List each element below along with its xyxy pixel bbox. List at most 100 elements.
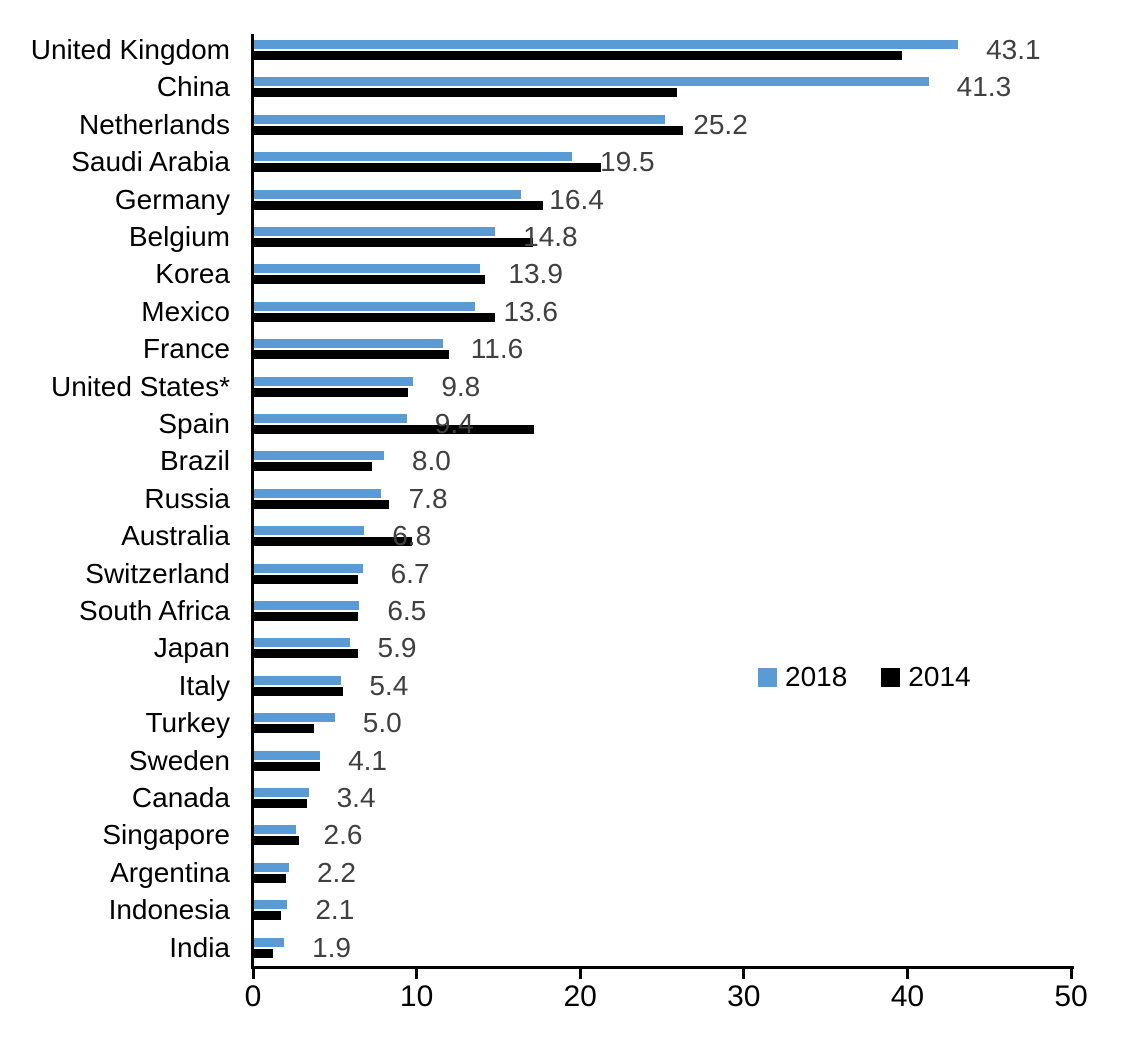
x-axis-tick-label: 10 xyxy=(399,980,434,1013)
category-label: Canada xyxy=(131,782,230,813)
value-label: 5.9 xyxy=(377,632,417,664)
x-axis-tick-label: 0 xyxy=(244,980,262,1013)
legend: 2018 2014 xyxy=(758,663,971,691)
bar-2014 xyxy=(253,574,358,584)
legend-swatch-2014 xyxy=(881,667,901,687)
category-label: Korea xyxy=(155,258,230,290)
bar-2014 xyxy=(253,425,535,434)
x-axis-tick xyxy=(578,969,582,979)
category-label: France xyxy=(142,333,230,365)
bar-2014 xyxy=(253,51,903,60)
x-axis-tick-label: 40 xyxy=(890,980,925,1013)
bar-2014 xyxy=(253,499,389,509)
value-label: 41.3 xyxy=(956,71,1012,103)
category-label: South Africa xyxy=(79,595,230,626)
bar-2014 xyxy=(253,649,358,659)
bar-2018 xyxy=(253,451,384,461)
bar-2014 xyxy=(253,462,373,472)
bar-2018 xyxy=(253,900,288,910)
legend-label-2014: 2014 xyxy=(908,661,971,692)
category-label: Russia xyxy=(144,482,230,514)
bar-2018 xyxy=(253,937,285,947)
y-axis-line xyxy=(251,34,254,969)
bar-2014 xyxy=(253,238,533,247)
legend-label-2018: 2018 xyxy=(785,661,848,692)
bar-2018 xyxy=(253,862,289,872)
bar-2018 xyxy=(253,601,360,610)
category-label: Indonesia xyxy=(108,894,230,926)
bar-2018 xyxy=(253,301,476,311)
category-label: Germany xyxy=(114,183,230,215)
value-label: 6.5 xyxy=(387,595,427,626)
bar-2014 xyxy=(253,761,321,771)
bar-2014 xyxy=(253,88,677,98)
x-axis-tick xyxy=(742,969,746,979)
bar-2014 xyxy=(253,612,358,621)
bar-2014 xyxy=(253,948,273,958)
bar-2018 xyxy=(253,189,522,199)
value-label: 13.6 xyxy=(503,295,558,327)
category-label: Brazil xyxy=(159,445,230,477)
value-label: 5.4 xyxy=(369,669,409,701)
category-label: Sweden xyxy=(128,744,230,776)
bar-2014 xyxy=(253,312,496,322)
bar-2018 xyxy=(253,114,666,124)
category-label: United States* xyxy=(51,370,230,402)
value-label: 5.0 xyxy=(362,707,402,739)
value-label: 9.4 xyxy=(434,408,474,439)
bar-2014 xyxy=(253,275,486,285)
bar-2018 xyxy=(253,376,414,386)
bar-2014 xyxy=(253,724,314,734)
bar-2018 xyxy=(253,825,296,835)
category-label: Spain xyxy=(158,408,230,439)
bar-2018 xyxy=(253,488,381,498)
bar-2014 xyxy=(253,537,412,547)
x-axis-tick xyxy=(905,969,909,979)
bar-2014 xyxy=(253,873,286,883)
bar-2018 xyxy=(253,713,335,723)
bar-2014 xyxy=(253,387,409,397)
category-label: Australia xyxy=(121,520,230,552)
x-axis-tick xyxy=(415,969,419,979)
bar-2018 xyxy=(253,788,309,797)
category-label: Japan xyxy=(153,632,230,664)
x-axis-tick xyxy=(251,969,255,979)
category-label: Mexico xyxy=(141,295,230,327)
bar-2018 xyxy=(253,638,350,648)
category-label: India xyxy=(169,931,230,963)
x-axis-tick-label: 30 xyxy=(727,980,761,1013)
value-label: 13.9 xyxy=(508,258,563,290)
x-axis-line xyxy=(251,966,1074,969)
value-label: 43.1 xyxy=(986,34,1041,65)
value-label: 2.6 xyxy=(323,819,363,851)
value-label: 7.8 xyxy=(408,482,448,514)
bar-2014 xyxy=(253,163,602,173)
value-label: 6.7 xyxy=(390,557,430,589)
x-axis-tick-label: 20 xyxy=(563,980,597,1013)
value-label: 16.4 xyxy=(549,183,604,215)
value-label: 19.5 xyxy=(600,146,655,178)
bar-2018 xyxy=(253,227,496,236)
bar-2014 xyxy=(253,200,543,210)
bar-2014 xyxy=(253,350,450,360)
x-axis-tick xyxy=(1069,969,1073,979)
value-label: 6.8 xyxy=(392,520,432,552)
bar-2018 xyxy=(253,675,342,685)
value-label: 3.4 xyxy=(336,782,376,813)
category-label: Netherlands xyxy=(79,108,230,140)
category-label: Singapore xyxy=(102,819,230,851)
value-label: 9.8 xyxy=(441,370,481,402)
bar-2018 xyxy=(253,77,929,87)
value-label: 14.8 xyxy=(523,221,578,252)
bar-2018 xyxy=(253,563,363,573)
value-label: 4.1 xyxy=(348,744,387,776)
category-label: Switzerland xyxy=(85,557,230,589)
bar-2018 xyxy=(253,526,365,536)
bar-2018 xyxy=(253,750,321,760)
bar-2018 xyxy=(253,264,481,274)
legend-swatch-2018 xyxy=(758,667,777,687)
bar-2018 xyxy=(253,40,959,49)
bar-2018 xyxy=(253,414,407,423)
value-label: 2.1 xyxy=(315,894,355,926)
